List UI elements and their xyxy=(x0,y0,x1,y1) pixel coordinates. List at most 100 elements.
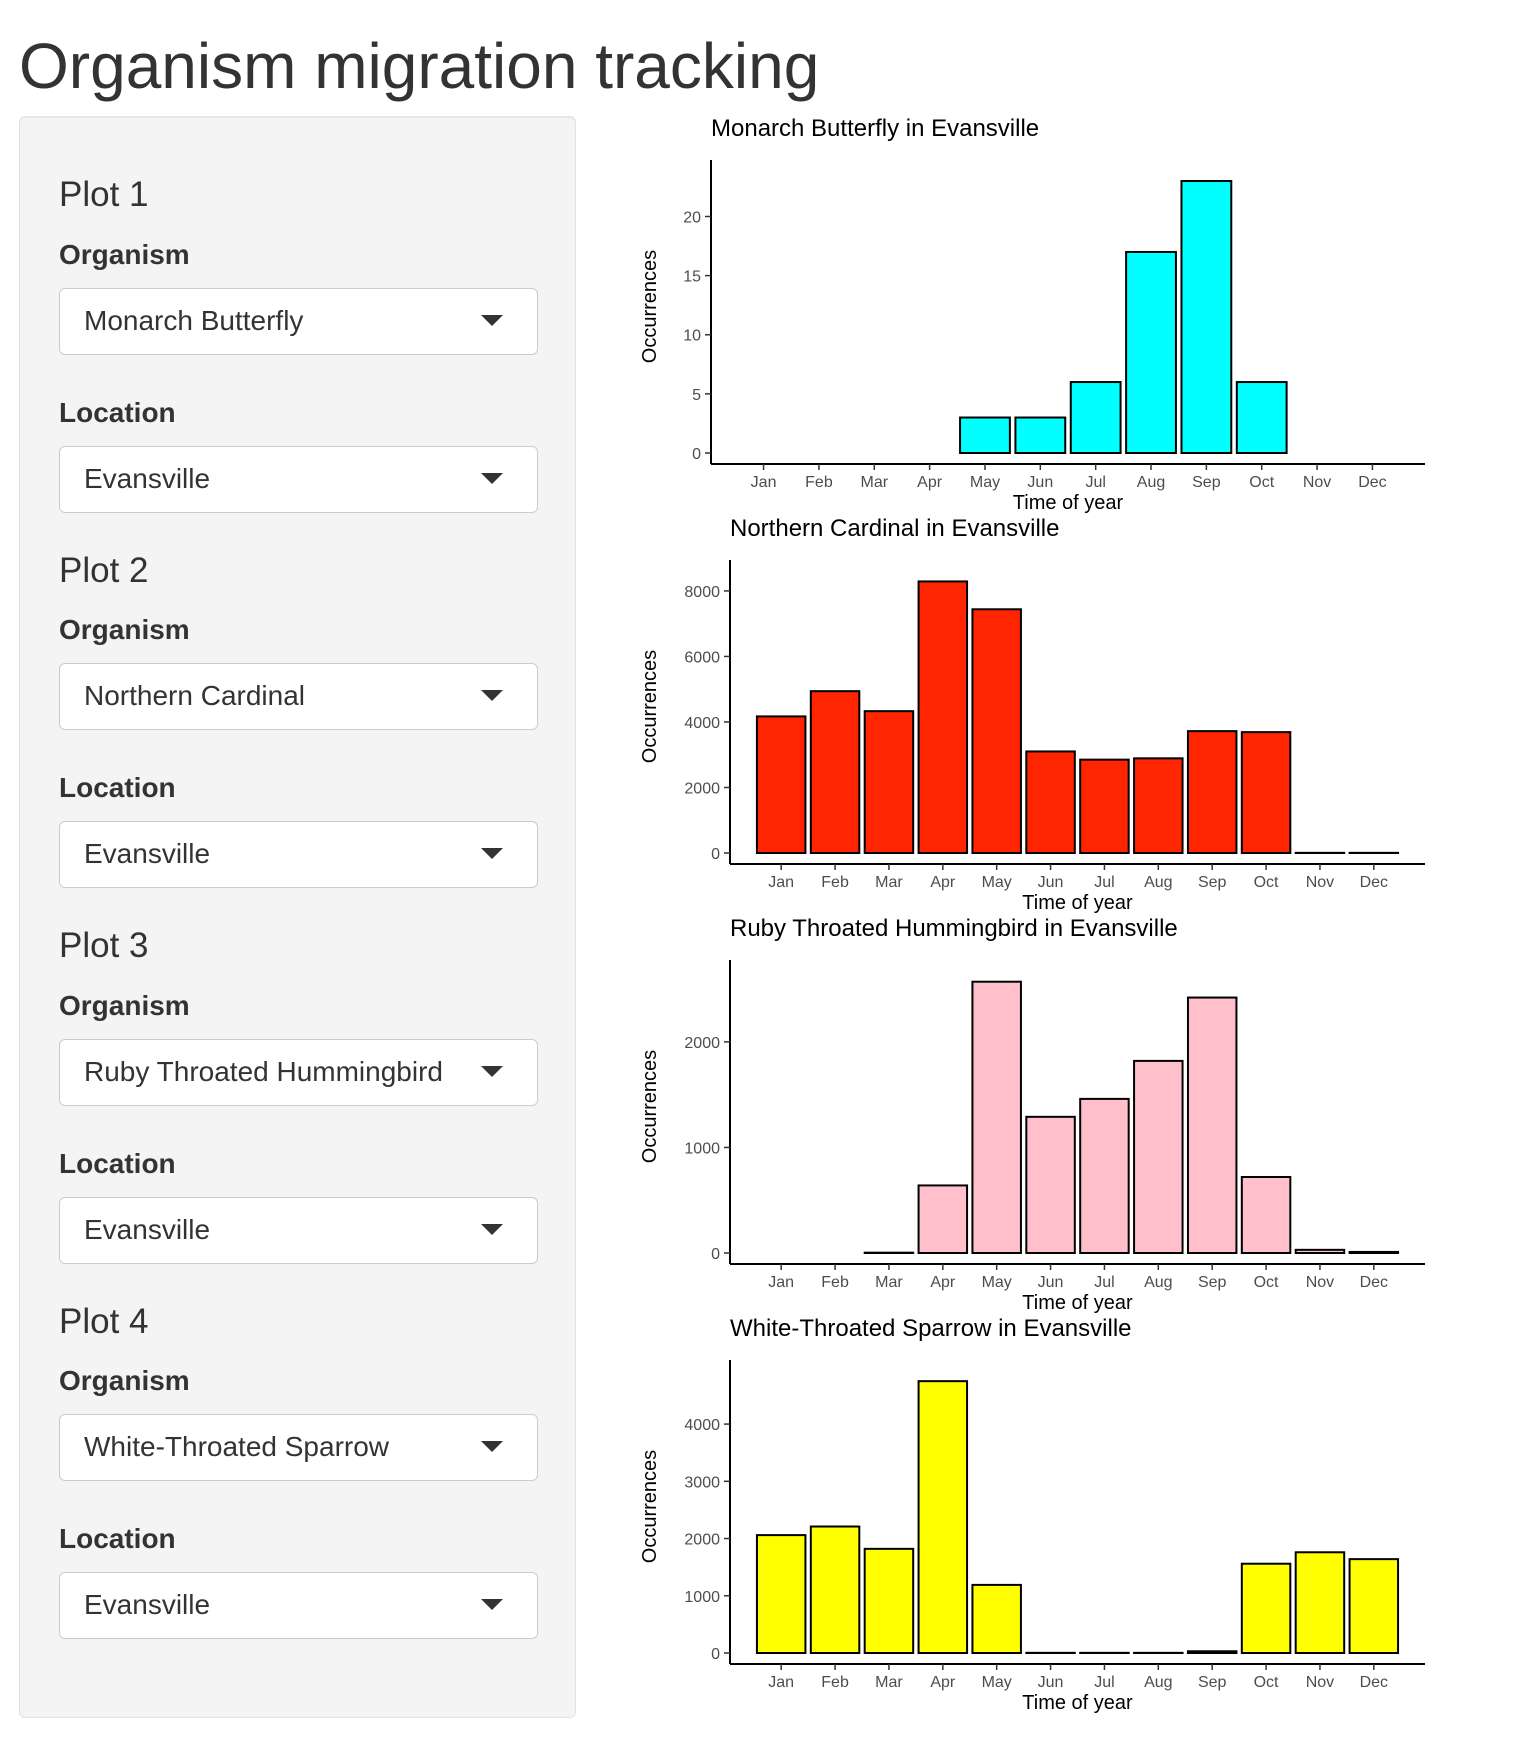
sidebar-panel: Plot 1 Organism Monarch Butterfly Locati… xyxy=(19,116,576,1718)
plot-2-heading: Plot 2 xyxy=(59,551,149,590)
y-tick-label: 15 xyxy=(683,269,701,286)
x-tick-label: Jul xyxy=(1094,1674,1114,1691)
bar-chart-svg: Ruby Throated Hummingbird in Evansville 0… xyxy=(639,915,1425,1314)
bar-oct xyxy=(1240,1562,1292,1654)
caret-down-icon xyxy=(481,1441,503,1452)
bar-may xyxy=(959,416,1011,454)
x-tick-label: Apr xyxy=(930,1674,956,1691)
chart-title: Ruby Throated Hummingbird in Evansville xyxy=(730,915,1178,942)
x-tick-label: Jun xyxy=(1038,1674,1064,1691)
bar-may xyxy=(971,608,1022,854)
plot-1-location-value: Evansville xyxy=(84,463,211,494)
x-tick-label: Dec xyxy=(1358,474,1386,491)
x-tick-label: Mar xyxy=(875,874,903,891)
x-tick-label: Sep xyxy=(1198,1274,1227,1291)
plot-1-location-label: Location xyxy=(59,397,176,428)
x-axis-title: Time of year xyxy=(1022,892,1133,914)
bar-may xyxy=(971,980,1022,1254)
y-axis-title: Occurrences xyxy=(639,1450,661,1563)
bar-jul xyxy=(1079,758,1130,854)
bar-oct xyxy=(1235,381,1288,454)
plot-1-location-select[interactable]: Evansville xyxy=(59,446,538,513)
plot-1-organism-label: Organism xyxy=(59,239,190,270)
caret-down-icon xyxy=(481,848,503,859)
plot-2-location-select[interactable]: Evansville xyxy=(59,821,538,888)
bar-jun xyxy=(1025,1115,1076,1254)
x-tick-label: Apr xyxy=(930,874,956,891)
plot-1-organism-value: Monarch Butterfly xyxy=(84,305,304,336)
plot-4-organism-select[interactable]: White-Throated Sparrow xyxy=(59,1414,538,1481)
y-tick-label: 4000 xyxy=(684,1417,720,1434)
bar-chart-svg: Monarch Butterfly in Evansville 0 5 10 15 20 J… xyxy=(639,115,1425,514)
x-tick-label: Jul xyxy=(1085,474,1105,491)
x-tick-label: Apr xyxy=(917,474,943,491)
bar-sep xyxy=(1180,180,1233,454)
plot-3-chart: Ruby Throated Hummingbird in Evansville 0… xyxy=(639,910,1440,1314)
plot-3-heading: Plot 3 xyxy=(59,926,149,965)
y-tick-label: 1000 xyxy=(684,1589,720,1606)
y-tick-label: 4000 xyxy=(684,715,720,732)
x-tick-label: Feb xyxy=(805,474,833,491)
x-tick-label: May xyxy=(970,474,1000,491)
plot-1-organism-select[interactable]: Monarch Butterfly xyxy=(59,288,538,355)
x-tick-label: Feb xyxy=(821,874,849,891)
plot-3-location-value: Evansville xyxy=(84,1214,211,1245)
plot-2-chart: Northern Cardinal in Evansville 0 2000 4000… xyxy=(639,510,1440,914)
caret-down-icon xyxy=(481,1599,503,1610)
x-tick-label: Jul xyxy=(1094,874,1114,891)
y-tick-label: 0 xyxy=(711,1646,720,1663)
chart-title: Monarch Butterfly in Evansville xyxy=(711,115,1039,142)
x-tick-label: Jul xyxy=(1094,1274,1114,1291)
bar-may xyxy=(971,1583,1022,1654)
plot-2-organism-select[interactable]: Northern Cardinal xyxy=(59,663,538,730)
bar-mar xyxy=(863,1547,915,1654)
plot-4-organism-value: White-Throated Sparrow xyxy=(84,1431,390,1462)
bar-chart-svg: Northern Cardinal in Evansville 0 2000 4000… xyxy=(639,515,1425,914)
y-tick-label: 0 xyxy=(711,846,720,863)
bar-dec xyxy=(1348,1558,1400,1654)
x-tick-label: Jun xyxy=(1038,874,1064,891)
chart-title: White-Throated Sparrow in Evansville xyxy=(730,1315,1132,1342)
x-tick-label: Feb xyxy=(821,1274,849,1291)
x-tick-label: Oct xyxy=(1249,474,1274,491)
x-tick-label: Jan xyxy=(768,874,794,891)
bar-aug xyxy=(1133,757,1184,854)
bar-mar xyxy=(863,710,915,854)
y-tick-label: 10 xyxy=(683,328,701,345)
bar-apr xyxy=(917,1380,969,1654)
bar-jan xyxy=(755,1534,807,1654)
caret-down-icon xyxy=(481,1224,503,1235)
y-axis-title: Occurrences xyxy=(639,1050,661,1163)
x-tick-label: Dec xyxy=(1360,1274,1388,1291)
x-tick-label: Jan xyxy=(768,1674,794,1691)
plot-3-location-select[interactable]: Evansville xyxy=(59,1197,538,1264)
bar-aug xyxy=(1125,250,1177,454)
bar-jun xyxy=(1014,416,1067,454)
x-tick-label: Sep xyxy=(1192,474,1221,491)
x-tick-label: Feb xyxy=(821,1674,849,1691)
x-axis-title: Time of year xyxy=(1013,492,1124,514)
y-tick-label: 20 xyxy=(683,209,701,226)
bar-jan xyxy=(755,715,807,854)
bar-dec xyxy=(1348,1250,1400,1255)
plot-3-location-label: Location xyxy=(59,1148,176,1179)
plot-4-chart: White-Throated Sparrow in Evansville 0 100… xyxy=(639,1310,1440,1714)
y-axis-title: Occurrences xyxy=(639,650,661,763)
bar-jul xyxy=(1069,381,1122,454)
plot-2-location-value: Evansville xyxy=(84,838,211,869)
x-tick-label: Sep xyxy=(1198,874,1227,891)
plot-3-organism-label: Organism xyxy=(59,990,190,1021)
plot-3-organism-select[interactable]: Ruby Throated Hummingbird xyxy=(59,1039,538,1106)
plot-4-organism-label: Organism xyxy=(59,1365,190,1396)
plot-4-location-value: Evansville xyxy=(84,1589,211,1620)
plot-4-location-select[interactable]: Evansville xyxy=(59,1572,538,1639)
plot-4-heading: Plot 4 xyxy=(59,1302,149,1341)
plots-area: Monarch Butterfly in Evansville 0 5 10 15 20 J… xyxy=(639,110,1440,1730)
plot-2-location-label: Location xyxy=(59,772,176,803)
bar-feb xyxy=(809,690,861,854)
bar-sep xyxy=(1186,996,1238,1254)
bar-chart-svg: White-Throated Sparrow in Evansville 0 100… xyxy=(639,1315,1425,1714)
bar-sep xyxy=(1186,730,1238,854)
y-tick-label: 2000 xyxy=(684,780,720,797)
bar-nov xyxy=(1294,1551,1346,1654)
